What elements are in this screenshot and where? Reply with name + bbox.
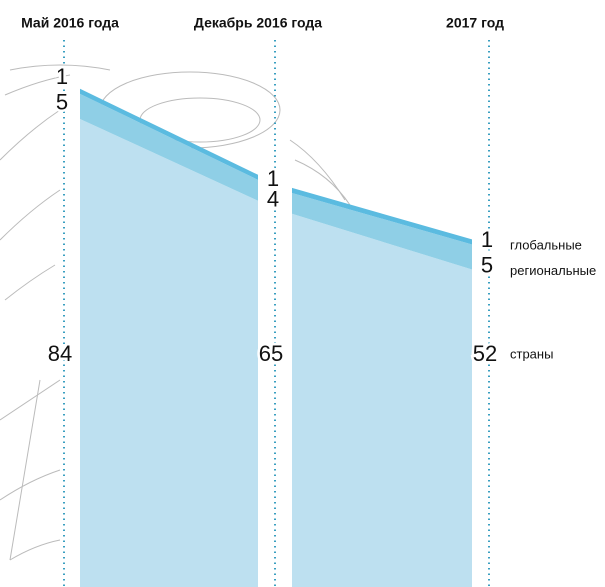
value-label: 1 xyxy=(267,166,279,191)
value-label: 5 xyxy=(481,253,493,278)
area-segment xyxy=(80,93,258,201)
value-label: 84 xyxy=(48,341,72,366)
value-label: 65 xyxy=(259,341,283,366)
value-label: 4 xyxy=(267,186,279,211)
area-segment xyxy=(80,88,258,180)
area-segment xyxy=(292,187,472,245)
value-label: 52 xyxy=(473,341,497,366)
value-label: 5 xyxy=(56,89,68,114)
legend-label: региональные xyxy=(510,263,596,278)
legend-label: глобальные xyxy=(510,238,582,253)
area-segment xyxy=(292,213,472,587)
category-label: Май 2016 года xyxy=(21,15,119,31)
area-segment xyxy=(292,192,472,270)
value-label: 1 xyxy=(56,64,68,89)
value-label: 1 xyxy=(481,227,493,252)
category-label: 2017 год xyxy=(446,15,504,31)
legend-label: страны xyxy=(510,346,553,361)
area-segment xyxy=(80,118,258,587)
category-label: Декабрь 2016 года xyxy=(194,15,322,31)
